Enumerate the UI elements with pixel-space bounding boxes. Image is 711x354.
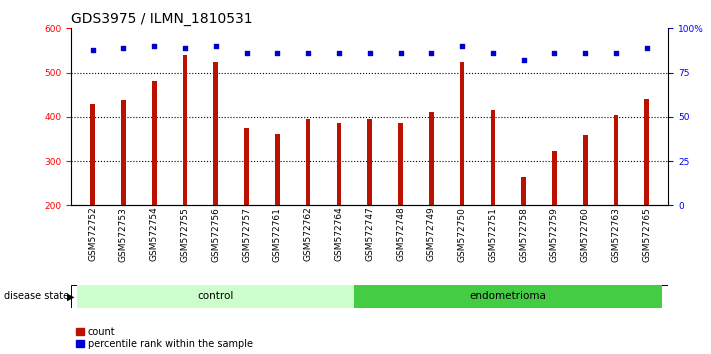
Bar (583, 136, 587, 205)
Text: control: control (198, 291, 234, 301)
Bar (491, 110, 495, 205)
Bar (245, 128, 249, 205)
Point (549, 50, 560, 56)
Text: endometrioma: endometrioma (470, 291, 547, 301)
Legend: count, percentile rank within the sample: count, percentile rank within the sample (76, 327, 252, 349)
Bar (275, 133, 279, 205)
Point (395, 50, 406, 56)
Point (610, 50, 621, 56)
Point (487, 50, 498, 56)
Bar (90, 104, 95, 205)
Bar (121, 101, 126, 205)
Bar (77, 285, 354, 308)
FancyBboxPatch shape (71, 285, 668, 308)
Text: disease state: disease state (4, 291, 69, 301)
Bar (460, 62, 464, 205)
Bar (183, 55, 187, 205)
Bar (354, 285, 662, 308)
Bar (213, 62, 218, 205)
Point (272, 50, 283, 56)
Point (426, 50, 437, 56)
Bar (398, 122, 403, 205)
Point (641, 45, 653, 51)
Bar (336, 122, 341, 205)
Point (302, 50, 314, 56)
Bar (368, 119, 372, 205)
Point (210, 43, 222, 49)
Point (118, 45, 129, 51)
Bar (306, 119, 311, 205)
Point (364, 50, 375, 56)
Point (518, 57, 529, 63)
Bar (552, 152, 557, 205)
Text: GDS3975 / ILMN_1810531: GDS3975 / ILMN_1810531 (71, 12, 252, 27)
Bar (429, 112, 434, 205)
Point (456, 43, 468, 49)
Bar (644, 99, 649, 205)
Text: ▶: ▶ (67, 291, 75, 301)
Point (241, 50, 252, 56)
Point (333, 50, 345, 56)
Point (149, 43, 160, 49)
Bar (614, 115, 619, 205)
Point (579, 50, 591, 56)
Bar (521, 177, 526, 205)
Bar (152, 81, 156, 205)
Point (179, 45, 191, 51)
Point (87, 47, 98, 52)
